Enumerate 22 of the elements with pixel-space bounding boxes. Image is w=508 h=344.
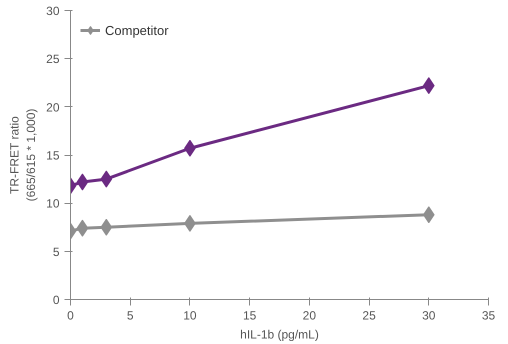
x-axis-title: hIL-1b (pg/mL) — [240, 328, 319, 342]
point — [422, 77, 435, 94]
x-tick-label: 5 — [126, 308, 134, 322]
y-axis-title: TR-FRET ratio (665/615 * 1,000) — [7, 108, 38, 202]
y-tick-label: 15 — [46, 148, 60, 162]
x-tick-label: 25 — [362, 308, 376, 322]
x-tick-label: 35 — [482, 308, 496, 322]
x-tick-label: 30 — [422, 308, 436, 322]
y-tick-label: 5 — [52, 244, 60, 259]
y-tick-label: 20 — [46, 100, 60, 114]
y-tick-label: 0 — [52, 293, 60, 307]
y-tick-label: 25 — [46, 52, 60, 66]
legend-label: Competitor — [105, 22, 169, 38]
y-tick-label: 10 — [46, 196, 60, 211]
x-tick-label: 10 — [183, 308, 197, 322]
x-tick-label: 0 — [67, 308, 74, 322]
point — [100, 170, 112, 188]
x-tick-label: 15 — [242, 308, 257, 322]
y-tick-label: 30 — [46, 4, 60, 18]
x-tick-label: 20 — [302, 308, 316, 322]
point — [422, 206, 435, 224]
point — [100, 218, 112, 236]
